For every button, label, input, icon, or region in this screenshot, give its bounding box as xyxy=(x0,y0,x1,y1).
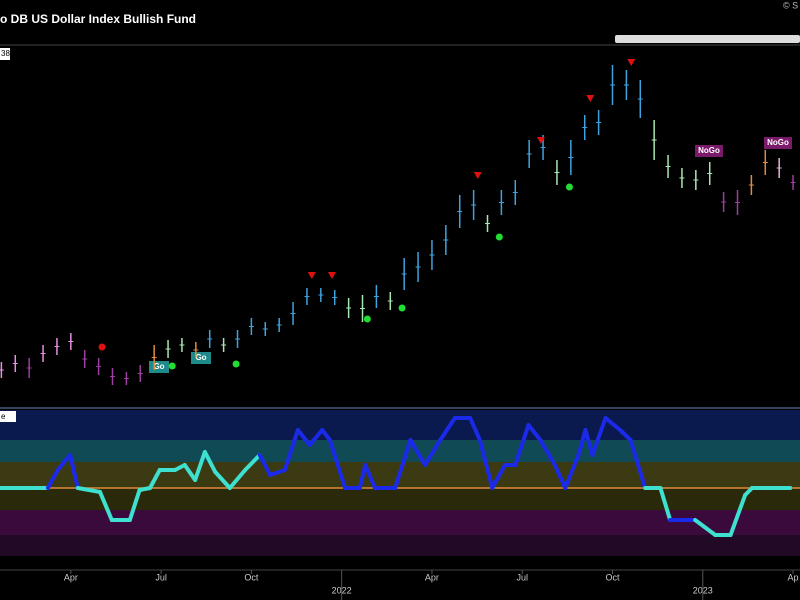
band xyxy=(0,510,800,535)
x-tick-label: Apr xyxy=(64,572,78,582)
band xyxy=(0,488,800,510)
annotation: Go xyxy=(195,353,206,362)
oscillator-segment xyxy=(202,450,218,474)
oscillator-segment xyxy=(618,428,633,442)
panel-label: e xyxy=(1,412,6,421)
dot-signal xyxy=(98,343,106,351)
scrollbar[interactable] xyxy=(615,35,800,43)
oscillator-segment xyxy=(268,468,287,477)
oscillator-segment xyxy=(513,423,531,467)
copyright: © S xyxy=(783,0,798,10)
oscillator-segment xyxy=(423,438,443,467)
down-signal xyxy=(327,272,336,279)
oscillator-segment xyxy=(576,428,588,457)
oscillator-segment xyxy=(393,438,413,490)
down-signal xyxy=(536,137,545,144)
x-tick-label: Jul xyxy=(155,572,167,582)
oscillator-segment xyxy=(213,470,232,490)
x-tick-label: Ap xyxy=(788,572,799,582)
oscillator-segment xyxy=(603,416,623,432)
dot-signal xyxy=(495,233,503,241)
oscillator-segment xyxy=(295,428,312,447)
down-signal xyxy=(307,272,316,279)
oscillator-segment xyxy=(357,463,368,490)
annotation: NoGo xyxy=(767,138,789,147)
oscillator-segment xyxy=(526,423,543,442)
oscillator-segment xyxy=(98,490,114,522)
dot-signal xyxy=(363,315,371,323)
down-signal xyxy=(627,59,636,66)
oscillator-segment xyxy=(257,453,273,477)
oscillator-segment xyxy=(477,438,495,490)
x-tick-label: Apr xyxy=(425,572,439,582)
oscillator-segment xyxy=(55,453,73,472)
dot-signal xyxy=(565,183,573,191)
nogo-box xyxy=(695,145,723,157)
nogo-box xyxy=(764,137,792,149)
band xyxy=(0,535,800,556)
x-tick-label: Jul xyxy=(516,572,528,582)
corner-label: 38 xyxy=(1,49,10,58)
down-signal xyxy=(586,95,595,102)
oscillator-segment xyxy=(127,488,142,522)
oscillator-segment xyxy=(552,463,568,490)
oscillator-segment xyxy=(563,453,581,490)
oscillator-segment xyxy=(327,438,348,490)
oscillator-segment xyxy=(438,416,457,442)
oscillator-background xyxy=(0,410,800,556)
panel-label-box xyxy=(0,411,16,422)
oscillator-segment xyxy=(282,428,300,472)
oscillator-segment xyxy=(193,450,207,482)
oscillator-segment xyxy=(538,438,557,467)
oscillator-segment xyxy=(243,453,262,472)
oscillator-segment xyxy=(658,486,673,522)
annotation: NoGo xyxy=(698,146,720,155)
down-signal xyxy=(473,172,482,179)
oscillator-segment xyxy=(307,428,325,447)
band xyxy=(0,410,800,440)
band xyxy=(0,440,800,462)
oscillator-segment xyxy=(628,438,648,490)
chart-title: o DB US Dollar Index Bullish Fund xyxy=(0,12,196,26)
oscillator-segment xyxy=(227,468,248,490)
oscillator-segment xyxy=(45,468,60,490)
oscillator-segment xyxy=(583,428,595,457)
oscillator-segment xyxy=(408,438,427,467)
oscillator-segment xyxy=(590,416,608,457)
dot-signal xyxy=(232,360,240,368)
oscillator-segment xyxy=(148,468,162,490)
oscillator-segment xyxy=(182,463,198,482)
corner-box xyxy=(0,48,10,60)
oscillator-segment xyxy=(693,518,718,537)
oscillator-segment xyxy=(728,493,748,537)
oscillator-segment xyxy=(75,486,102,494)
dot-signal xyxy=(398,304,406,312)
oscillator-segment xyxy=(320,428,332,442)
oscillator-segment xyxy=(68,453,80,490)
oscillator-segment xyxy=(363,463,377,490)
x-tick-label: Oct xyxy=(244,572,259,582)
oscillator-segment xyxy=(468,416,482,442)
x-tick-label: Oct xyxy=(605,572,620,582)
annotation: Go xyxy=(153,362,164,371)
dot-signal xyxy=(168,362,176,370)
oscillator-segment xyxy=(490,463,507,490)
